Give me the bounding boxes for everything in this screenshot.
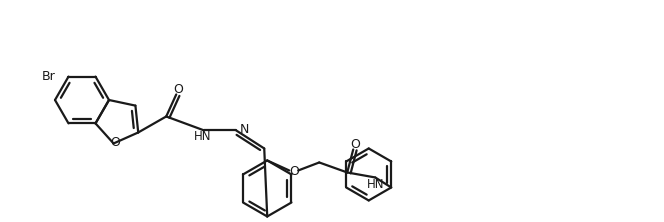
Text: N: N xyxy=(240,123,249,136)
Text: O: O xyxy=(290,165,299,178)
Text: HN: HN xyxy=(193,130,211,143)
Text: Br: Br xyxy=(42,70,56,83)
Text: O: O xyxy=(111,136,120,149)
Text: O: O xyxy=(173,83,183,96)
Text: HN: HN xyxy=(367,178,384,191)
Text: O: O xyxy=(351,138,360,151)
